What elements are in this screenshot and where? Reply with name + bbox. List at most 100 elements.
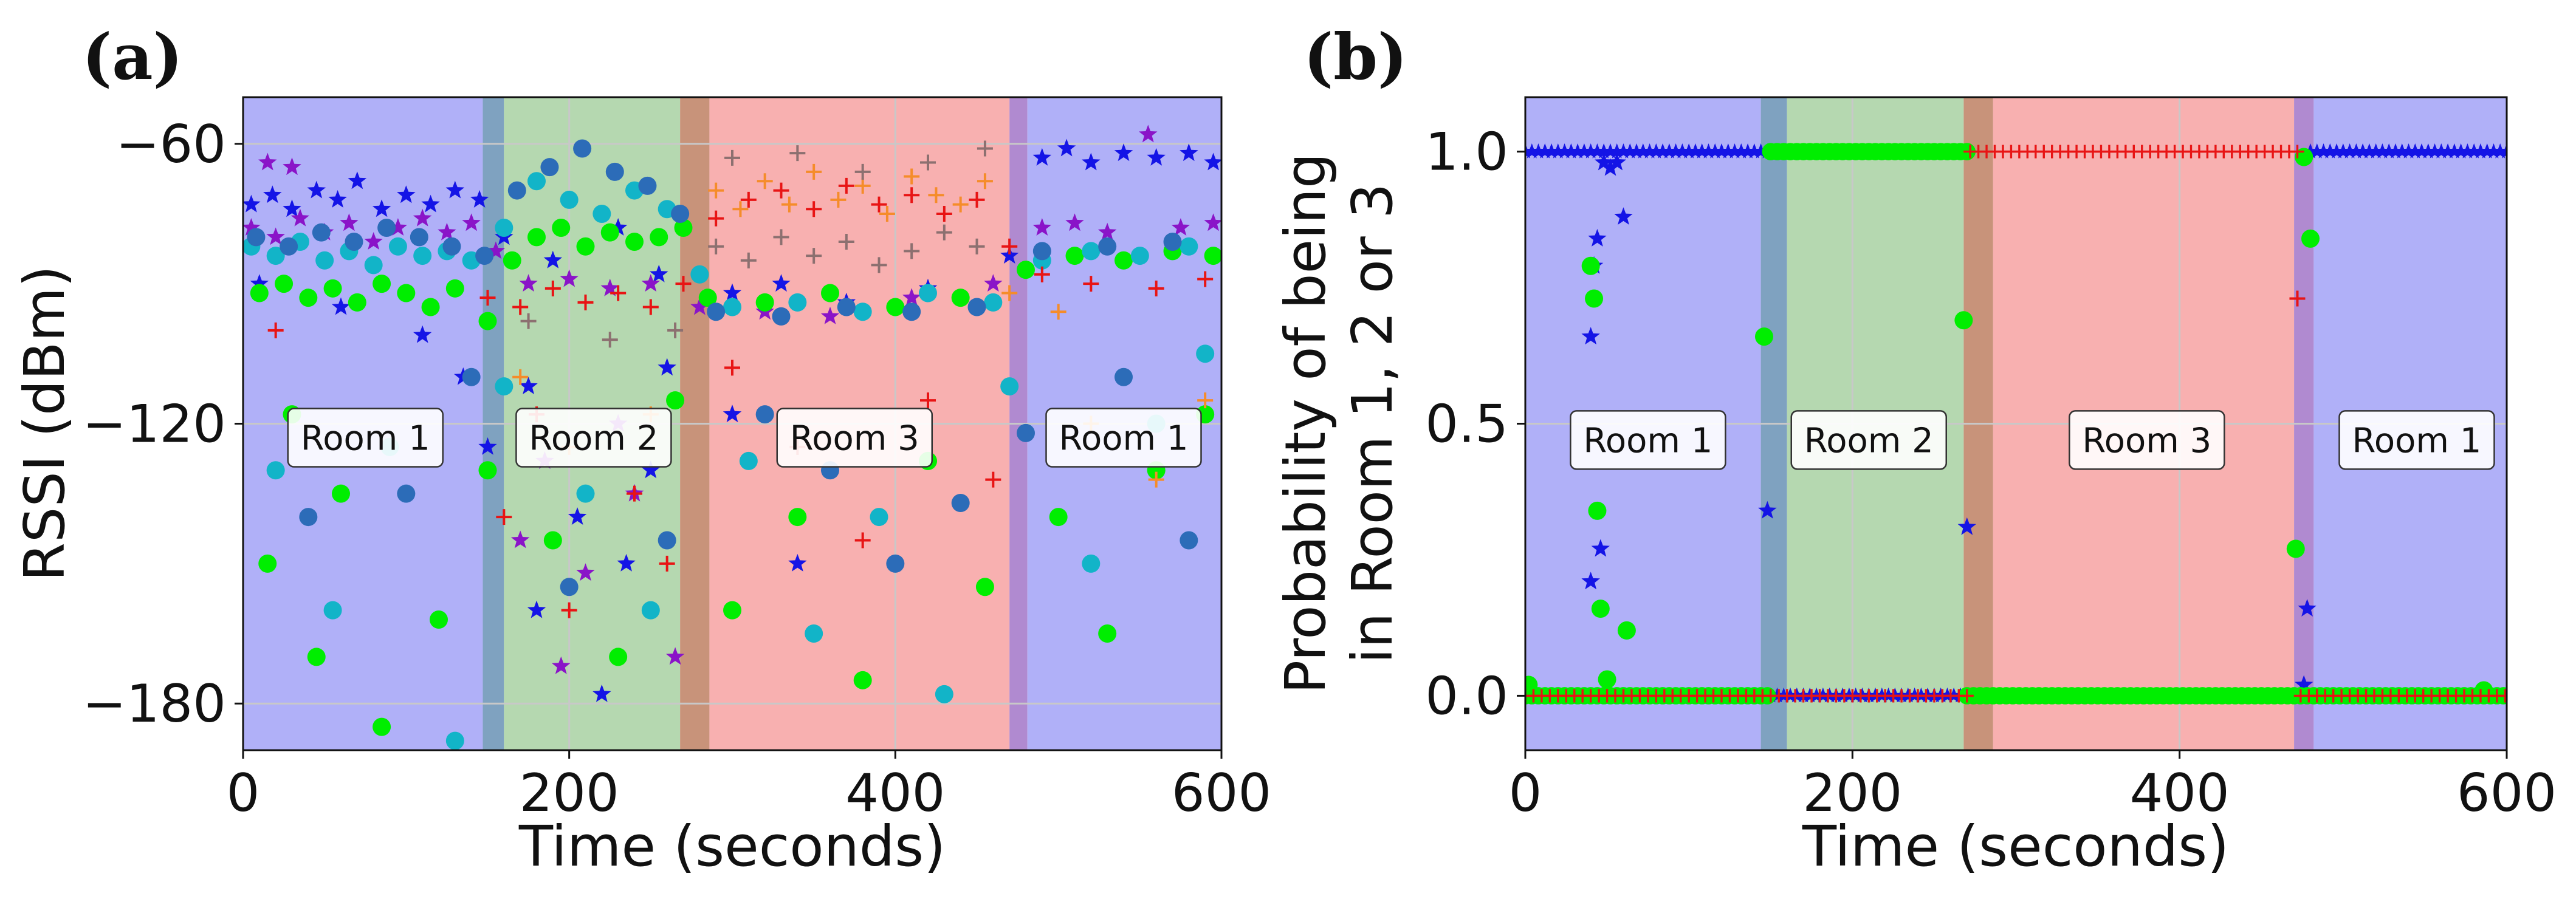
series-marker (1681, 143, 1697, 159)
y-tick-label: −60 (116, 114, 227, 175)
data-point (445, 279, 464, 298)
data-point (1034, 266, 1050, 282)
panel-a-room-labels: Room 1 Room 2 Room 3 Room 1 (287, 408, 1202, 468)
data-point (659, 555, 675, 572)
series-marker (2322, 143, 2338, 159)
data-point (871, 196, 887, 213)
data-point (1204, 213, 1221, 231)
series-marker (2420, 143, 2436, 159)
data-point (527, 600, 546, 618)
series-marker (1694, 143, 1710, 159)
data-point (1148, 280, 1164, 296)
data-point (1001, 285, 1018, 301)
data-point (1115, 251, 1133, 270)
data-point (280, 237, 298, 256)
data-point (757, 173, 773, 190)
series-marker (2348, 143, 2365, 159)
y-tick-label: −120 (83, 394, 226, 455)
data-point (462, 367, 481, 386)
series-marker (2341, 143, 2358, 159)
data-point (1163, 233, 1182, 251)
data-point (724, 360, 740, 376)
data-point (250, 284, 269, 303)
data-point (299, 289, 318, 307)
data-point (708, 210, 724, 227)
data-point (568, 507, 587, 525)
data-point (1607, 152, 1626, 171)
data-point (323, 279, 342, 298)
data-point (1585, 289, 1604, 308)
data-point (1000, 246, 1019, 264)
data-point (674, 219, 693, 237)
series-marker (1661, 143, 1677, 159)
data-point (732, 201, 749, 217)
panel-a-ticks: 0 200 400 600 −60 −120 −180 (83, 114, 1271, 824)
data-point (772, 274, 791, 292)
series-marker (2374, 143, 2391, 159)
data-point (258, 152, 277, 171)
data-point (1097, 222, 1117, 241)
y-tick-label: −180 (83, 674, 226, 734)
data-point (258, 554, 277, 573)
data-point (723, 601, 741, 620)
data-point (1017, 423, 1035, 442)
series-marker (2427, 143, 2443, 159)
data-point (666, 391, 685, 410)
series-marker (2329, 143, 2344, 159)
data-point (952, 196, 969, 213)
data-point (543, 531, 562, 550)
data-point (510, 530, 530, 549)
series-marker (1530, 143, 1547, 159)
data-point (576, 484, 595, 503)
data-point (854, 163, 871, 180)
series-marker (2433, 143, 2450, 159)
data-point (1581, 256, 1600, 275)
series-marker (1615, 143, 1632, 159)
data-point (307, 180, 326, 199)
data-point (1032, 148, 1052, 166)
panel-a-ylabel: RSSI (dBm) (12, 265, 77, 581)
panel-b-ylabel-line1: Probability of being (1273, 153, 1338, 694)
data-point (984, 274, 1003, 292)
data-point (413, 325, 432, 343)
data-point (788, 508, 807, 527)
data-point (331, 297, 351, 315)
series-marker (1700, 143, 1717, 159)
data-point (430, 610, 448, 629)
room-label-box (2069, 410, 2225, 470)
panel-a: (a) Room 1 Room 2 Room 3 Room 1 0 200 400 600 −… (12, 19, 1271, 879)
data-point (266, 227, 285, 245)
data-point (610, 285, 627, 301)
data-point (977, 173, 993, 190)
data-point (438, 222, 456, 241)
room-label-box (287, 408, 444, 468)
data-point (397, 185, 416, 203)
data-point (299, 508, 318, 527)
data-point (479, 290, 496, 306)
data-point (1032, 242, 1051, 261)
data-point (658, 358, 676, 376)
data-point (1098, 624, 1117, 643)
data-point (1050, 304, 1066, 320)
data-point (560, 578, 579, 596)
data-point (600, 223, 619, 242)
series-marker (2485, 143, 2502, 159)
data-point (266, 461, 285, 480)
panel-b-xlabel: Time (seconds) (1802, 814, 2229, 879)
data-point (904, 168, 920, 185)
data-point (1614, 207, 1633, 225)
data-point (478, 461, 497, 480)
data-point (690, 265, 709, 284)
data-point (1180, 237, 1198, 256)
series-marker (2388, 143, 2403, 159)
series-marker (1576, 143, 1592, 159)
data-point (788, 293, 807, 312)
series-marker (2499, 143, 2507, 159)
data-point (1082, 242, 1101, 261)
data-point (478, 312, 497, 330)
series-marker (1570, 143, 1586, 159)
data-point (290, 208, 310, 227)
y-tick-label: 0.5 (1425, 394, 1508, 455)
data-point (830, 191, 847, 208)
data-point (323, 601, 342, 620)
